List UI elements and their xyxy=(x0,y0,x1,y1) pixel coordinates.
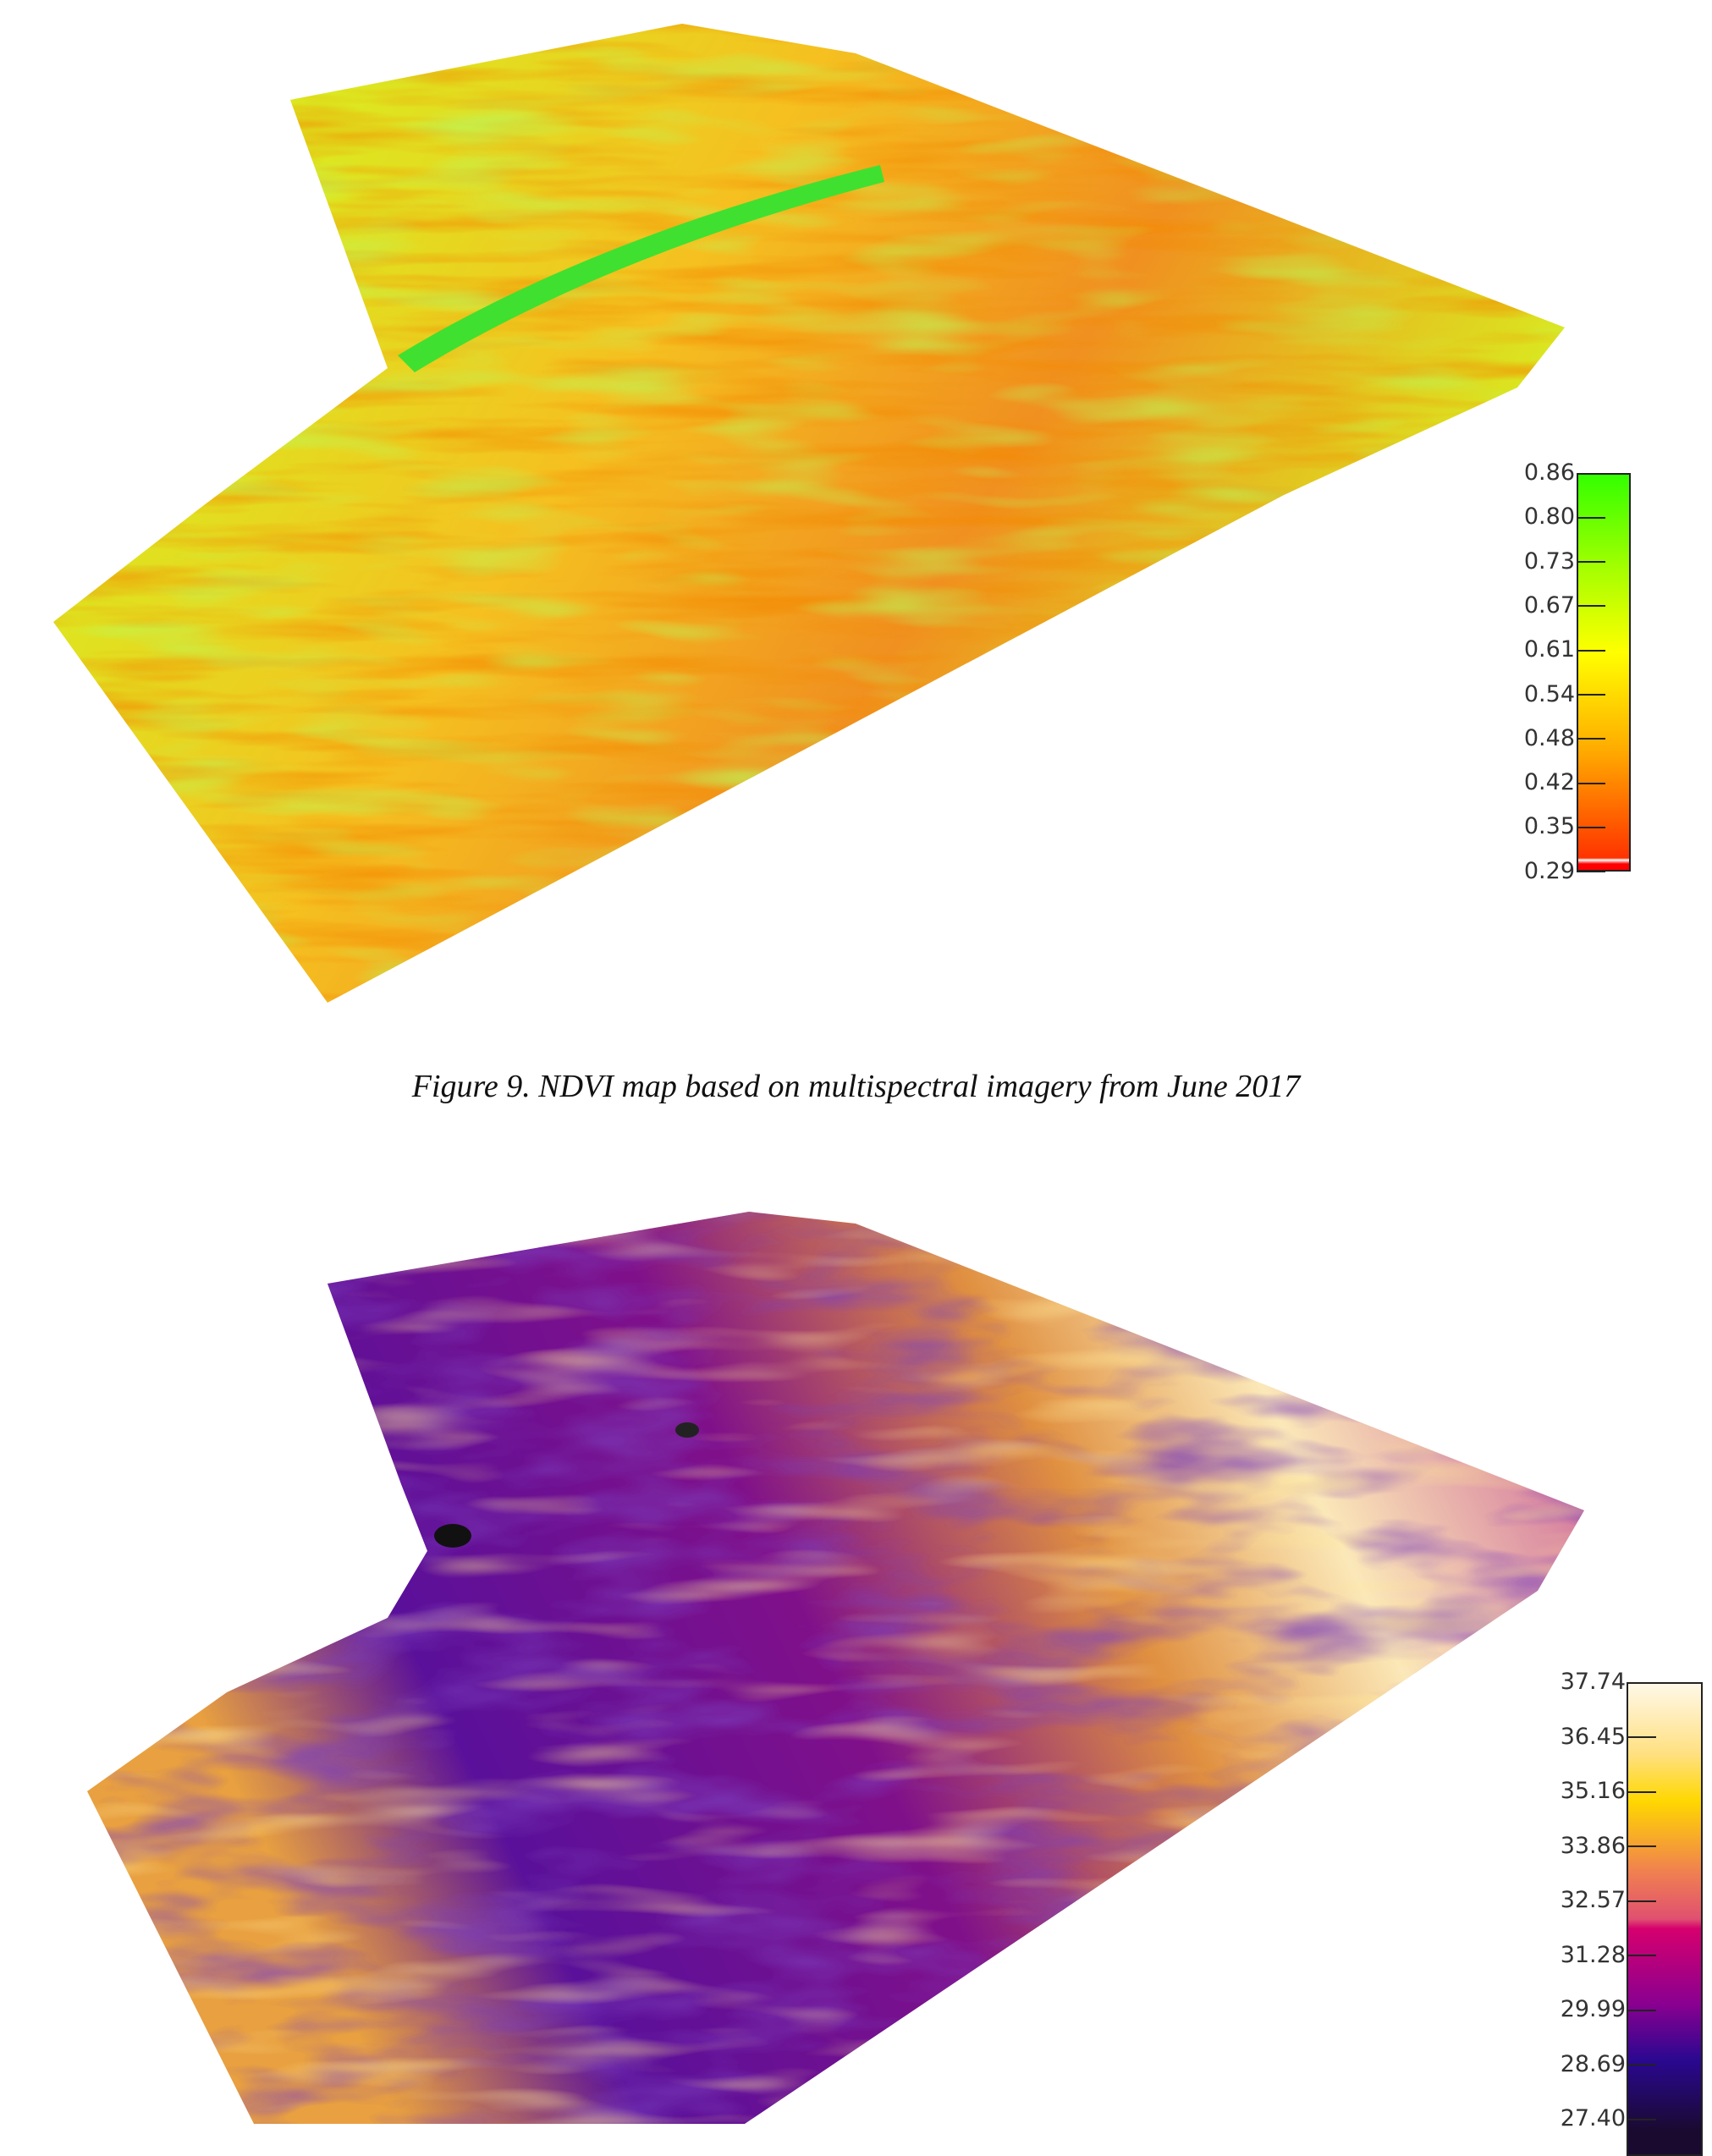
legend-tick-mark xyxy=(1577,694,1605,696)
legend-tick: 32.57 xyxy=(1561,1888,1656,1913)
legend-tick-mark xyxy=(1577,561,1605,564)
legend-tick-label: 0.29 xyxy=(1523,857,1575,884)
legend-tick-label: 37.74 xyxy=(1560,1669,1626,1695)
legend-tick-mark xyxy=(1627,2009,1656,2011)
legend-tick-label: 28.69 xyxy=(1560,2050,1626,2077)
legend-tick-mark xyxy=(1627,1736,1656,1738)
legend-tick-label: 35.16 xyxy=(1560,1778,1626,1804)
legend-tick-label: 0.35 xyxy=(1523,813,1575,840)
legend-tick: 37.74 xyxy=(1561,1669,1656,1695)
legend-tick-label: 0.80 xyxy=(1523,503,1575,531)
thermal-colorbar xyxy=(1627,1682,1703,2156)
legend-tick: 0.73 xyxy=(1523,547,1605,575)
legend-tick-label: 31.28 xyxy=(1560,1941,1626,1968)
legend-tick: 33.86 xyxy=(1560,1832,1656,1859)
ndvi-green-strip xyxy=(398,165,884,372)
legend-tick: 0.35 xyxy=(1524,814,1605,839)
figure-caption: Figure 9. NDVI map based on multispectra… xyxy=(411,1069,1301,1104)
legend-tick: 27.40 xyxy=(1561,2106,1656,2131)
legend-tick: 29.99 xyxy=(1561,1997,1656,2022)
legend-tick-mark xyxy=(1577,649,1605,652)
legend-tick-label: 27.40 xyxy=(1560,2105,1626,2131)
legend-tick-mark xyxy=(1577,871,1605,873)
legend-tick-mark xyxy=(1577,826,1605,828)
legend-tick-label: 0.48 xyxy=(1523,724,1575,751)
legend-tick-mark xyxy=(1577,605,1605,608)
legend-tick-mark xyxy=(1627,2064,1656,2065)
ndvi-colorbar xyxy=(1577,473,1631,872)
legend-tick: 35.16 xyxy=(1561,1779,1656,1804)
legend-tick-label: 0.42 xyxy=(1523,769,1575,796)
legend-tick-label: 0.86 xyxy=(1523,459,1575,486)
legend-tick: 0.86 xyxy=(1524,460,1605,486)
legend-tick: 0.54 xyxy=(1523,680,1605,707)
legend-tick-label: 0.73 xyxy=(1523,547,1575,575)
legend-tick: 0.29 xyxy=(1523,857,1605,884)
legend-tick-label: 0.61 xyxy=(1523,636,1575,663)
legend-tick-mark xyxy=(1627,2118,1656,2120)
legend-tick-mark xyxy=(1577,738,1605,740)
legend-tick: 0.48 xyxy=(1523,724,1605,751)
legend-tick: 0.67 xyxy=(1523,591,1605,619)
legend-tick-mark xyxy=(1627,1845,1656,1847)
legend-tick: 31.28 xyxy=(1560,1941,1656,1968)
legend-tick-label: 36.45 xyxy=(1560,1723,1626,1750)
thermal-map xyxy=(87,1212,1584,2124)
legend-tick-mark xyxy=(1627,1900,1656,1902)
thermal-legend: 37.74 36.45 35.16 33.86 32.57 31.28 29.99 28.69… xyxy=(1523,1669,1705,2156)
legend-tick-label: 0.67 xyxy=(1523,591,1575,619)
legend-tick: 28.69 xyxy=(1560,2050,1656,2077)
ndvi-map xyxy=(53,24,1565,1003)
legend-tick-mark xyxy=(1577,516,1605,519)
legend-tick-label: 33.86 xyxy=(1560,1832,1626,1859)
legend-tick-label: 32.57 xyxy=(1560,1887,1626,1913)
legend-tick-mark xyxy=(1627,1955,1656,1956)
legend-tick-mark xyxy=(1627,1790,1656,1793)
legend-tick: 36.45 xyxy=(1561,1724,1656,1750)
legend-tick: 0.80 xyxy=(1524,504,1605,530)
legend-tick-label: 0.54 xyxy=(1523,680,1575,707)
ndvi-legend: 0.86 0.80 0.73 0.67 0.61 0.54 0.48 0.42 0.35 0.29 xyxy=(1489,460,1633,884)
legend-tick-label: 29.99 xyxy=(1560,1996,1626,2022)
legend-tick-mark xyxy=(1577,782,1605,784)
legend-tick: 0.42 xyxy=(1524,770,1605,795)
legend-tick: 0.61 xyxy=(1524,637,1605,663)
legend-tick-mark xyxy=(1577,472,1605,475)
legend-tick-mark xyxy=(1627,1681,1656,1684)
